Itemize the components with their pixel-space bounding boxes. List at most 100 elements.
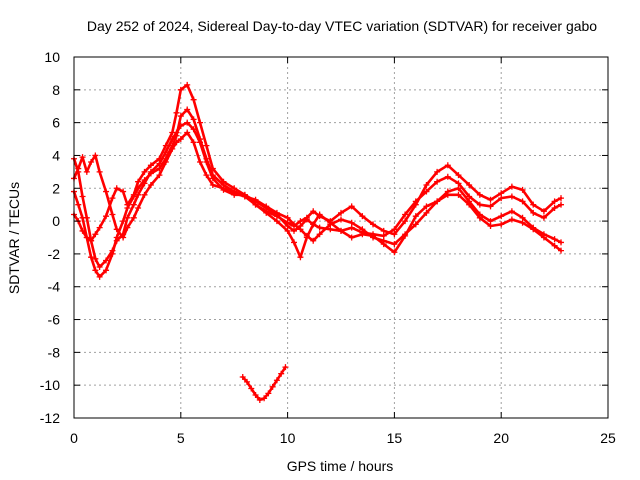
data-point: [184, 81, 191, 88]
data-point: [103, 267, 110, 274]
data-point: [348, 203, 355, 210]
data-point: [156, 155, 163, 162]
data-point: [141, 168, 148, 175]
data-point: [135, 178, 142, 185]
data-point: [88, 254, 95, 261]
data-point: [338, 227, 344, 234]
x-tick-label: 10: [280, 430, 296, 446]
data-point: [273, 377, 280, 384]
data-point: [423, 181, 430, 188]
data-point: [444, 191, 451, 198]
data-point: [75, 165, 82, 172]
data-point: [252, 392, 259, 399]
data-point: [203, 172, 210, 179]
data-point: [316, 231, 323, 238]
y-tick-label: 8: [52, 82, 60, 98]
data-point: [261, 395, 268, 402]
data-point: [88, 237, 95, 244]
data-point: [241, 193, 248, 200]
data-point: [197, 136, 204, 143]
data-point: [256, 396, 263, 403]
data-point: [173, 139, 180, 146]
data-point: [348, 234, 355, 241]
data-point: [130, 201, 137, 208]
data-point: [239, 373, 246, 380]
data-point: [498, 190, 505, 197]
data-point: [310, 221, 317, 228]
axis-layer: 0 5 10 15 20 25 -12 -10 -8 -6 -4 -2 0 2 4 6 8 10: [40, 49, 616, 446]
grid-layer: [74, 57, 608, 418]
data-point: [310, 237, 317, 244]
data-point: [466, 181, 473, 188]
data-point: [197, 119, 204, 126]
data-point: [551, 242, 558, 249]
data-point: [444, 173, 451, 180]
data-point: [423, 188, 430, 195]
y-tick-label: -8: [48, 344, 61, 360]
data-point: [434, 168, 441, 175]
data-point: [284, 227, 291, 234]
data-point: [402, 232, 409, 239]
data-point: [184, 119, 191, 126]
data-point: [184, 106, 191, 113]
data-point: [135, 204, 142, 211]
data-point: [147, 162, 154, 169]
data-point: [96, 224, 103, 231]
data-point: [96, 264, 103, 271]
data-point: [530, 209, 537, 216]
data-point: [263, 208, 270, 215]
data-point: [220, 178, 227, 185]
data-point: [109, 211, 116, 218]
data-point: [540, 208, 547, 215]
data-point: [370, 221, 377, 228]
data-point: [508, 216, 515, 223]
data-point: [487, 223, 494, 230]
data-point: [316, 224, 323, 231]
data-point: [96, 273, 103, 280]
data-point: [79, 227, 86, 234]
data-point: [487, 203, 494, 210]
data-point: [162, 142, 169, 149]
data-point: [190, 96, 197, 103]
y-tick-label: 2: [52, 180, 60, 196]
data-point: [147, 181, 154, 188]
data-point: [120, 234, 127, 241]
data-point: [466, 201, 473, 208]
data-point: [391, 231, 398, 238]
data-point: [498, 213, 505, 220]
data-point: [558, 195, 565, 202]
data-point: [79, 214, 86, 221]
data-point: [508, 193, 515, 200]
data-point: [79, 193, 86, 200]
data-point: [558, 239, 565, 246]
data-point: [380, 241, 387, 248]
data-point: [455, 185, 462, 192]
series-track-5: [239, 364, 289, 403]
data-point: [79, 154, 86, 161]
data-point: [402, 218, 409, 225]
y-tick-label: 0: [52, 213, 60, 229]
data-point: [508, 183, 515, 190]
data-point: [231, 190, 238, 197]
data-point: [83, 234, 90, 241]
data-point: [303, 214, 310, 221]
x-tick-label: 5: [177, 430, 185, 446]
data-point: [173, 109, 180, 116]
data-point: [190, 116, 197, 123]
data-point: [508, 208, 515, 215]
data-point: [190, 139, 197, 146]
data-point: [412, 201, 419, 208]
data-point: [203, 142, 210, 149]
data-point: [244, 378, 251, 385]
data-point: [487, 196, 494, 203]
data-point: [103, 188, 110, 195]
y-tick-label: -12: [40, 410, 60, 426]
data-point: [269, 383, 276, 390]
data-point: [120, 188, 127, 195]
y-tick-label: -2: [48, 246, 61, 262]
y-tick-label: -10: [40, 377, 60, 393]
data-point: [220, 185, 227, 192]
data-point: [209, 165, 216, 172]
data-point: [169, 129, 176, 136]
